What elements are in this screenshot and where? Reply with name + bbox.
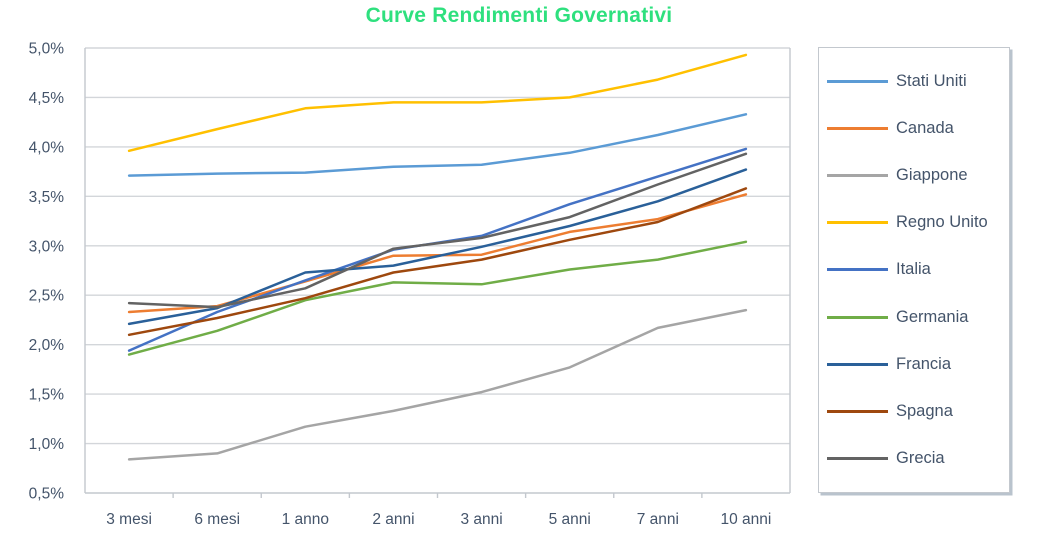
- series-line-germania: [127, 240, 748, 356]
- legend-swatch-spagna: [827, 409, 888, 413]
- x-axis-category-label: 3 anni: [460, 511, 502, 528]
- legend-swatch-italia: [827, 268, 888, 272]
- series-line-spagna: [127, 187, 748, 337]
- y-axis-tick-label: 1,0%: [29, 436, 65, 453]
- legend-swatch-francia: [827, 362, 888, 366]
- legend-item-italia: Italia: [827, 260, 1005, 279]
- legend-label-spagna: Spagna: [896, 401, 953, 420]
- legend-swatch-giappone: [827, 174, 888, 178]
- x-axis-category-label: 10 anni: [721, 511, 772, 528]
- legend-item-francia: Francia: [827, 355, 1005, 374]
- legend-swatch-germania: [827, 315, 888, 319]
- x-axis-category-label: 2 anni: [372, 511, 414, 528]
- x-axis-category-label: 1 anno: [282, 511, 329, 528]
- legend-item-germania: Germania: [827, 308, 1005, 327]
- series-line-canada: [127, 193, 748, 314]
- legend-label-stati-uniti: Stati Uniti: [896, 72, 967, 91]
- y-axis-tick-label: 5,0%: [29, 41, 65, 58]
- legend-label-grecia: Grecia: [896, 448, 945, 467]
- legend-swatch-canada: [827, 127, 888, 131]
- legend-label-giappone: Giappone: [896, 166, 968, 185]
- legend-item-regno-unito: Regno Unito: [827, 213, 1005, 232]
- legend-item-grecia: Grecia: [827, 449, 1005, 468]
- y-axis-tick-label: 0,5%: [29, 486, 65, 503]
- legend-item-stati-uniti: Stati Uniti: [827, 72, 1005, 91]
- x-axis-category-label: 5 anni: [549, 511, 591, 528]
- legend-label-italia: Italia: [896, 260, 931, 279]
- series-line-regno-unito: [127, 53, 748, 153]
- series-line-italia: [127, 147, 748, 352]
- series-line-francia: [127, 168, 748, 326]
- y-axis-tick-label: 4,5%: [29, 90, 65, 107]
- y-axis-tick-label: 3,5%: [29, 189, 65, 206]
- legend-swatch-grecia: [827, 456, 888, 460]
- legend: Stati Uniti Canada Giappone Regno Unito Ital…: [818, 47, 1010, 493]
- legend-item-canada: Canada: [827, 119, 1005, 138]
- series-line-grecia: [127, 152, 748, 309]
- legend-swatch-regno-unito: [827, 221, 888, 225]
- series-line-stati-uniti: [127, 113, 748, 177]
- y-axis-tick-label: 2,0%: [29, 337, 65, 354]
- y-axis-tick-label: 3,0%: [29, 238, 65, 255]
- legend-item-giappone: Giappone: [827, 166, 1005, 185]
- chart-title: Curve Rendimenti Governativi: [365, 4, 673, 27]
- series-line-giappone: [127, 308, 748, 461]
- x-axis-category-label: 7 anni: [637, 511, 679, 528]
- legend-item-spagna: Spagna: [827, 402, 1005, 421]
- legend-label-regno-unito: Regno Unito: [896, 213, 988, 232]
- legend-label-francia: Francia: [896, 354, 952, 373]
- legend-swatch-stati-uniti: [827, 80, 888, 84]
- y-axis-tick-label: 4,0%: [29, 139, 65, 156]
- y-axis-tick-label: 1,5%: [29, 387, 65, 404]
- x-axis-category-label: 6 mesi: [194, 511, 240, 528]
- legend-label-germania: Germania: [896, 307, 969, 326]
- x-axis-category-label: 3 mesi: [106, 511, 152, 528]
- y-axis-tick-label: 2,5%: [29, 288, 65, 305]
- legend-label-canada: Canada: [896, 119, 954, 138]
